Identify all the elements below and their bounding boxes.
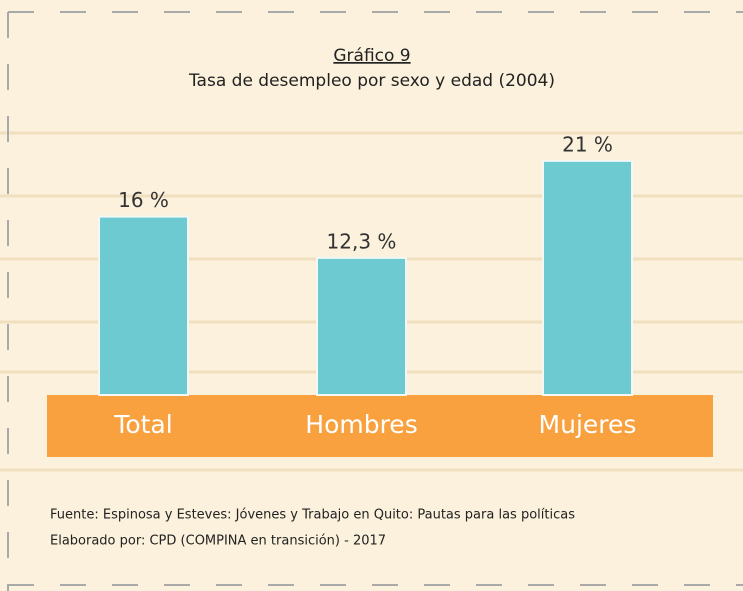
source-note: Elaborado por: CPD (COMPINA en transició…: [50, 534, 386, 549]
x-tick-label: Hombres: [305, 410, 417, 439]
category-band: [47, 395, 713, 457]
chart-subtitle: Tasa de desempleo por sexo y edad (2004): [188, 71, 555, 91]
x-tick-label: Total: [113, 410, 172, 439]
bar: [98, 215, 189, 396]
data-label: 16 %: [118, 188, 169, 212]
bar: [316, 256, 407, 397]
source-note: Fuente: Espinosa y Esteves: Jóvenes y Tr…: [50, 508, 575, 523]
data-label: 12,3 %: [327, 229, 397, 253]
chart-title: Gráfico 9: [333, 46, 410, 66]
data-label: 21 %: [562, 132, 613, 156]
bar: [542, 159, 633, 396]
x-tick-label: Mujeres: [539, 410, 637, 439]
